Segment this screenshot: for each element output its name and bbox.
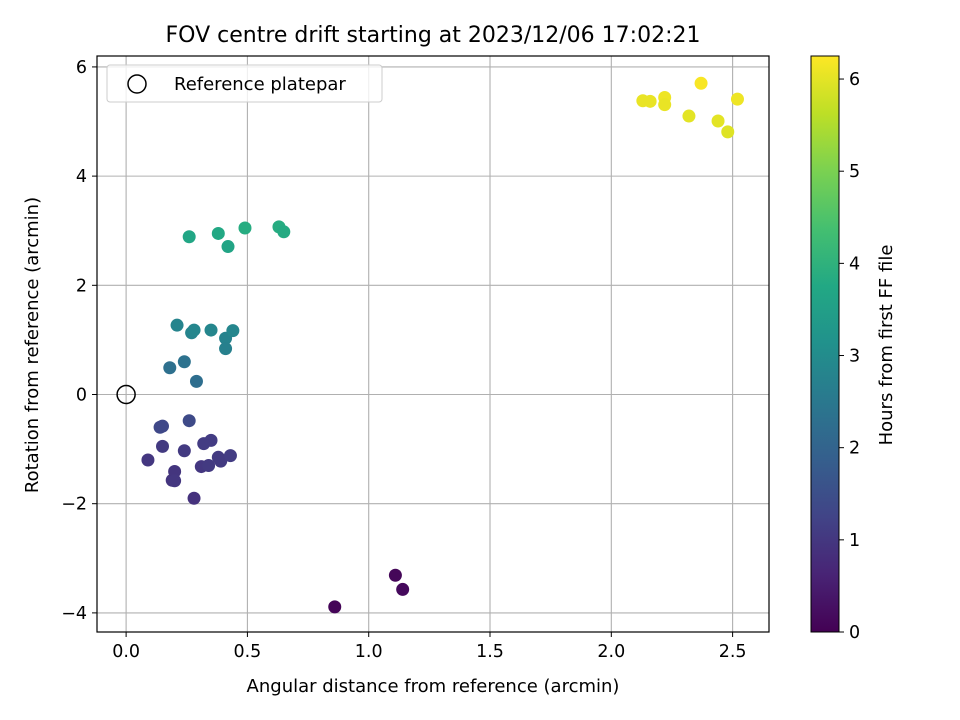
- data-point: [711, 114, 725, 128]
- data-point: [204, 433, 218, 447]
- data-point: [238, 221, 252, 235]
- data-point: [214, 454, 228, 468]
- y-tick-label: 6: [76, 58, 87, 78]
- data-point: [187, 491, 201, 505]
- data-point: [141, 453, 155, 467]
- data-point: [204, 323, 218, 337]
- data-point: [177, 355, 191, 369]
- colorbar-tick-label: 2: [849, 439, 860, 459]
- data-point: [226, 324, 240, 338]
- grid-lines: [97, 56, 769, 632]
- y-tick-label: −4: [61, 604, 87, 624]
- colorbar-label: Hours from first FF file: [876, 245, 897, 446]
- data-point: [682, 109, 696, 123]
- data-point: [182, 230, 196, 244]
- colorbar-tick-label: 3: [849, 347, 860, 367]
- y-axis-label: Rotation from reference (arcmin): [22, 197, 43, 493]
- colorbar-gradient: [810, 55, 840, 633]
- y-axis-ticks: −4 −2 0 2 4 6: [61, 58, 97, 624]
- data-points: [141, 76, 744, 614]
- legend-reference-marker-icon: [127, 74, 147, 94]
- data-point: [658, 98, 672, 112]
- data-point: [219, 342, 233, 356]
- x-axis-ticks: 0.0 0.5 1.0 1.5 2.0 2.5: [112, 632, 747, 662]
- data-point: [168, 474, 182, 488]
- legend-box: [106, 64, 383, 103]
- data-point: [187, 323, 201, 337]
- plot-frame: [96, 55, 770, 633]
- data-point: [168, 464, 182, 478]
- colorbar: 0 1 2 3 4 5 6 Hours from first FF file: [810, 55, 897, 643]
- data-point: [388, 568, 402, 582]
- data-point: [170, 318, 184, 332]
- y-tick-label: 4: [76, 167, 87, 187]
- data-point: [221, 240, 235, 254]
- x-tick-label: 1.5: [476, 642, 504, 662]
- data-point: [202, 458, 216, 472]
- y-tick-label: −2: [61, 495, 87, 515]
- data-point: [721, 125, 735, 139]
- data-point: [223, 449, 237, 463]
- chart-title: FOV centre drift starting at 2023/12/06 …: [166, 23, 701, 48]
- y-tick-label: 0: [76, 386, 87, 406]
- reference-point-marker: [116, 384, 136, 405]
- legend: Reference platepar: [106, 64, 383, 103]
- x-tick-label: 2.5: [719, 642, 747, 662]
- data-point: [694, 76, 708, 90]
- colorbar-ticks: 0 1 2 3 4 5 6: [839, 70, 860, 643]
- x-axis-label: Angular distance from reference (arcmin): [247, 676, 620, 697]
- data-point: [277, 225, 291, 239]
- colorbar-tick-label: 4: [849, 254, 860, 274]
- data-point: [177, 444, 191, 458]
- colorbar-tick-label: 0: [849, 623, 860, 643]
- data-point: [211, 226, 225, 240]
- x-tick-label: 0.5: [233, 642, 261, 662]
- legend-entry-reference-platepar: Reference platepar: [174, 74, 346, 95]
- data-point: [156, 419, 170, 433]
- colorbar-tick-label: 1: [849, 531, 860, 551]
- data-point: [182, 414, 196, 428]
- x-tick-label: 1.0: [355, 642, 383, 662]
- data-point: [163, 361, 177, 375]
- data-point: [328, 600, 342, 614]
- data-point: [643, 94, 657, 108]
- colorbar-tick-label: 6: [849, 70, 860, 90]
- y-tick-label: 2: [76, 276, 87, 296]
- data-point: [189, 374, 203, 388]
- x-tick-label: 0.0: [112, 642, 140, 662]
- data-point: [730, 92, 744, 106]
- colorbar-tick-label: 5: [849, 162, 860, 182]
- data-point: [396, 582, 410, 596]
- data-point: [156, 439, 170, 453]
- x-tick-label: 2.0: [597, 642, 625, 662]
